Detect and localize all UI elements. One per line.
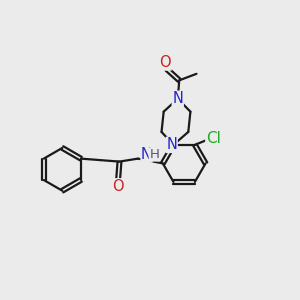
Text: N: N	[141, 147, 152, 162]
Text: N: N	[166, 137, 177, 152]
Text: H: H	[149, 148, 159, 161]
Text: O: O	[112, 179, 124, 194]
Text: O: O	[160, 55, 171, 70]
Text: Cl: Cl	[206, 130, 221, 146]
Text: N: N	[172, 91, 183, 106]
